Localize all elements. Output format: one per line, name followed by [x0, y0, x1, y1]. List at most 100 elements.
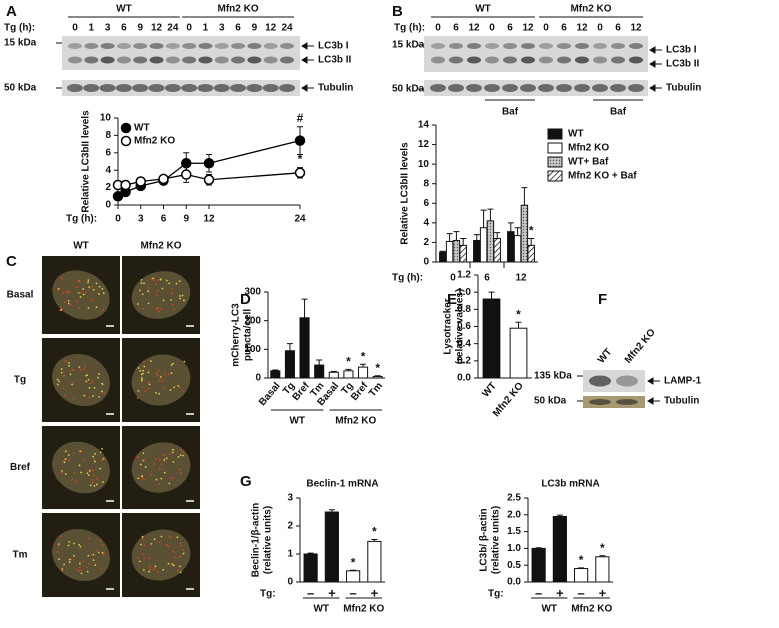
blot-panel [583, 370, 645, 392]
puncta [93, 474, 96, 477]
puncta [147, 371, 150, 374]
puncta [160, 463, 163, 466]
puncta [160, 535, 163, 538]
puncta [153, 538, 156, 541]
puncta [139, 463, 142, 466]
puncta [148, 570, 150, 573]
bar [367, 540, 382, 583]
puncta [179, 555, 182, 558]
y-axis-label: (relative units) [491, 506, 502, 574]
bar [479, 227, 488, 263]
band [231, 56, 246, 64]
puncta [142, 452, 145, 455]
x-tick-label: 12 [203, 214, 215, 225]
puncta [61, 570, 64, 572]
puncta [154, 565, 157, 568]
lane-label: 24 [167, 23, 179, 34]
error-bar [494, 232, 501, 239]
band [67, 84, 83, 92]
puncta [168, 545, 171, 548]
bar [303, 553, 318, 583]
puncta [72, 368, 75, 371]
band [520, 84, 536, 92]
band [575, 56, 589, 64]
puncta [137, 389, 140, 392]
band [467, 56, 481, 64]
puncta [67, 302, 70, 305]
chart-title: Beclin-1 mRNA [306, 479, 378, 490]
bar [328, 371, 339, 379]
puncta [87, 279, 90, 282]
y-tick-label: 0 [255, 373, 261, 384]
puncta [144, 466, 147, 468]
y-tick-label: 0.0 [457, 373, 471, 384]
puncta [141, 293, 144, 296]
puncta [70, 558, 73, 561]
y-axis-label: LC3b/ β-actin [479, 508, 490, 571]
puncta [64, 450, 67, 453]
panel-letter: C [6, 253, 17, 270]
group-label: Mfn2 KO [335, 416, 376, 427]
annotation: # [297, 111, 304, 125]
puncta [167, 562, 170, 565]
bar [473, 239, 481, 263]
y-axis-label: Lysotracker [443, 298, 454, 354]
puncta [88, 386, 91, 389]
lane-label: 12 [576, 23, 588, 34]
puncta [179, 454, 182, 456]
annotation: * [516, 307, 521, 321]
puncta [183, 360, 186, 363]
band [279, 84, 295, 92]
puncta [162, 568, 165, 571]
puncta [58, 380, 60, 383]
puncta [60, 535, 62, 538]
puncta [141, 553, 144, 556]
lane-label: 9 [137, 23, 143, 34]
puncta [86, 566, 88, 569]
puncta [78, 543, 80, 546]
puncta [79, 296, 82, 299]
puncta [147, 387, 150, 390]
puncta [98, 373, 101, 376]
puncta [138, 560, 141, 563]
puncta [82, 288, 85, 290]
puncta [98, 285, 101, 288]
puncta [163, 386, 165, 389]
bar [552, 515, 567, 583]
puncta [67, 300, 70, 302]
band [629, 56, 643, 64]
y-tick-label: 1.5 [507, 526, 521, 537]
band [593, 56, 607, 64]
puncta [88, 537, 91, 540]
puncta [57, 544, 60, 547]
error-bar [374, 375, 381, 377]
puncta [148, 383, 151, 386]
puncta [168, 282, 171, 285]
x-tick-label: Basal [257, 380, 283, 408]
band [99, 84, 116, 92]
y-tick-label: 3 [287, 493, 293, 504]
puncta [164, 373, 167, 376]
puncta [86, 472, 89, 475]
band [115, 84, 132, 92]
x-axis-label: Tg: [260, 589, 276, 600]
band [197, 84, 214, 92]
arrow [301, 56, 314, 64]
band [430, 84, 446, 92]
cell [131, 442, 191, 493]
legend-label: Mfn2 KO + Baf [568, 171, 637, 182]
legend-label: Mfn2 KO [568, 143, 609, 154]
lane-label: 0 [597, 23, 603, 34]
error-bar [507, 222, 514, 232]
lane-label: 24 [281, 23, 293, 34]
band [116, 56, 131, 64]
band-label: Tubulin [666, 83, 701, 94]
band [593, 43, 607, 49]
band [247, 43, 262, 49]
puncta [60, 277, 63, 280]
cell [52, 270, 110, 320]
band [182, 56, 197, 64]
band [448, 84, 464, 92]
puncta [176, 569, 179, 572]
cell [131, 354, 191, 406]
